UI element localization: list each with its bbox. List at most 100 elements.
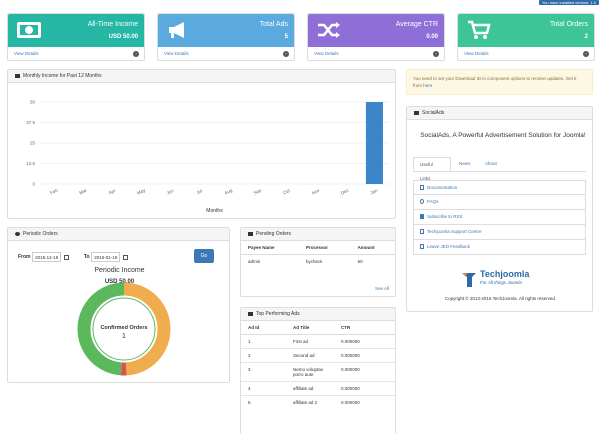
clock-icon (15, 231, 20, 236)
confirmed-orders-donut (77, 282, 171, 376)
panel-title: Pending Orders (256, 231, 292, 237)
view-details-label: View Details (314, 51, 339, 56)
table-cell: admin (241, 254, 300, 268)
column-header: Processor (299, 241, 351, 255)
table-cell: affiliate ad 2 (286, 395, 334, 409)
table-cell: 2 (241, 348, 286, 363)
link-label: Techjoomla Support Centre (427, 229, 482, 234)
periodic-orders-panel: Periodic Orders From 2015-12-19 To 2016-… (7, 227, 230, 383)
monthly-income-panel: Monthly Income for Past 12 Months 0 12.5 2… (7, 69, 396, 219)
rss-icon (420, 214, 424, 220)
arrow-right-icon: › (283, 51, 289, 57)
date-range-filter: From 2015-12-19 To 2016-01-18 (18, 252, 131, 262)
table-cell: 1 (241, 334, 286, 349)
stat-card-head: Average CTR 0.00 (308, 14, 444, 47)
link-documentation[interactable]: Documentation (413, 180, 586, 195)
x-tick-label: Aug (224, 187, 234, 195)
stat-card-head: Total Ads 5 (158, 14, 294, 47)
notice-text: You need to set your Download ID in comp… (413, 76, 577, 88)
top-bar: You have installed version: 1.0 (0, 0, 600, 6)
stat-value: 0.00 (426, 34, 438, 40)
column-header: Ad Id (241, 321, 286, 335)
table-cell: 5 (241, 395, 286, 409)
pending-orders-table: Payee Name Processor Amount admin bychec… (241, 241, 395, 268)
y-tick-label: 50 (30, 100, 36, 105)
x-axis-label: Months (206, 208, 223, 214)
table-cell: First ad (286, 334, 334, 349)
view-details-link[interactable]: View Details › (8, 47, 144, 61)
periodic-income-label: Periodic Income (94, 267, 145, 274)
view-details-link[interactable]: View Details › (458, 47, 594, 61)
column-header: Payee Name (241, 241, 300, 255)
view-details-label: View Details (464, 51, 489, 56)
table-cell: 0.000000 (334, 348, 395, 363)
view-details-link[interactable]: View Details › (158, 47, 294, 61)
panel-heading: Periodic Orders (8, 228, 229, 241)
link-faqs[interactable]: FAQs (413, 195, 586, 210)
megaphone-icon (169, 22, 184, 38)
see-all-link[interactable]: See All (374, 286, 389, 291)
x-tick-label: May (136, 187, 146, 195)
money-icon (17, 22, 41, 38)
calendar-icon[interactable] (64, 254, 70, 260)
arrow-right-icon: › (433, 51, 439, 57)
notice-link[interactable]: here (423, 83, 433, 88)
donut-segment-confirmed (77, 282, 171, 376)
top-ads-table: Ad Id Ad Title CTR 1 First ad 0.000000 2 Se… (241, 321, 395, 409)
table-cell: Second ad (286, 348, 334, 363)
y-tick-label: 0 (32, 182, 35, 187)
tab-news[interactable]: News (459, 161, 471, 166)
donut-segment-cancelled (77, 282, 171, 376)
to-date-input[interactable]: 2016-01-18 (91, 252, 121, 262)
view-details-label: View Details (14, 51, 39, 56)
logo-tagline: For All things Joomla (480, 280, 522, 285)
stat-card-ads: Total Ads 5 View Details › (157, 13, 295, 61)
support-icon (420, 229, 424, 235)
table-cell: 0.000000 (334, 334, 395, 349)
tab-useful-links[interactable]: Useful Links (413, 157, 451, 181)
bar (365, 102, 383, 184)
periodic-income-value: USD 50.00 (104, 279, 135, 285)
copyright: Copyright © 2013-2016 TechJoomla. All ri… (444, 296, 557, 301)
tab-divider (413, 171, 586, 172)
panel-heading: Pending Orders (241, 228, 395, 241)
to-label: To (83, 254, 90, 260)
link-label: FAQs (427, 199, 439, 204)
go-button[interactable]: Go (194, 249, 214, 263)
y-tick-label: 37.5 (26, 120, 35, 125)
link-rss[interactable]: Subscribe to RSS (413, 210, 586, 225)
thumbs-up-icon (420, 244, 424, 250)
link-jed-feedback[interactable]: Leave JED Feedback (413, 240, 586, 255)
x-tick-label: Sep (253, 187, 263, 195)
table-cell: bycheck (299, 254, 351, 268)
view-details-link[interactable]: View Details › (308, 47, 444, 61)
arrow-right-icon: › (133, 51, 139, 57)
table-cell: affiliate ad (286, 381, 334, 396)
x-tick-label: Jul (196, 188, 203, 195)
table-row: admin bycheck 50 (241, 254, 395, 268)
table-cell: 0.000000 (334, 395, 395, 409)
stat-value: USD 50.00 (108, 34, 138, 40)
panel-title: SocialAds (422, 110, 445, 116)
socialads-tagline: SocialAds, A Powerful Advertisement Solu… (420, 132, 586, 139)
table-row: 1 First ad 0.000000 (241, 334, 395, 349)
tab-about[interactable]: About (485, 161, 497, 166)
calendar-icon[interactable] (123, 254, 129, 260)
link-support[interactable]: Techjoomla Support Centre (413, 225, 586, 240)
panel-heading: SocialAds (407, 107, 592, 120)
panel-title: Periodic Orders (23, 231, 58, 237)
stat-card-head: Total Orders 2 (458, 14, 594, 47)
stat-title: Total Orders (549, 21, 588, 28)
shuffle-icon (318, 22, 340, 38)
panel-title: Monthly Income for Past 12 Months (23, 73, 102, 79)
column-header: Ad Title (286, 321, 334, 335)
cart-icon (468, 20, 491, 39)
table-row: 2 Second ad 0.000000 (241, 348, 395, 363)
from-date-input[interactable]: 2015-12-19 (32, 252, 62, 262)
x-tick-label: Dec (340, 187, 350, 195)
donut-value: 1 (122, 333, 126, 340)
from-label: From (18, 254, 31, 260)
stat-value: 2 (584, 34, 588, 40)
y-tick-label: 12.5 (26, 161, 35, 166)
stat-card-income: All-Time Income USD 50.00 View Details › (7, 13, 145, 61)
